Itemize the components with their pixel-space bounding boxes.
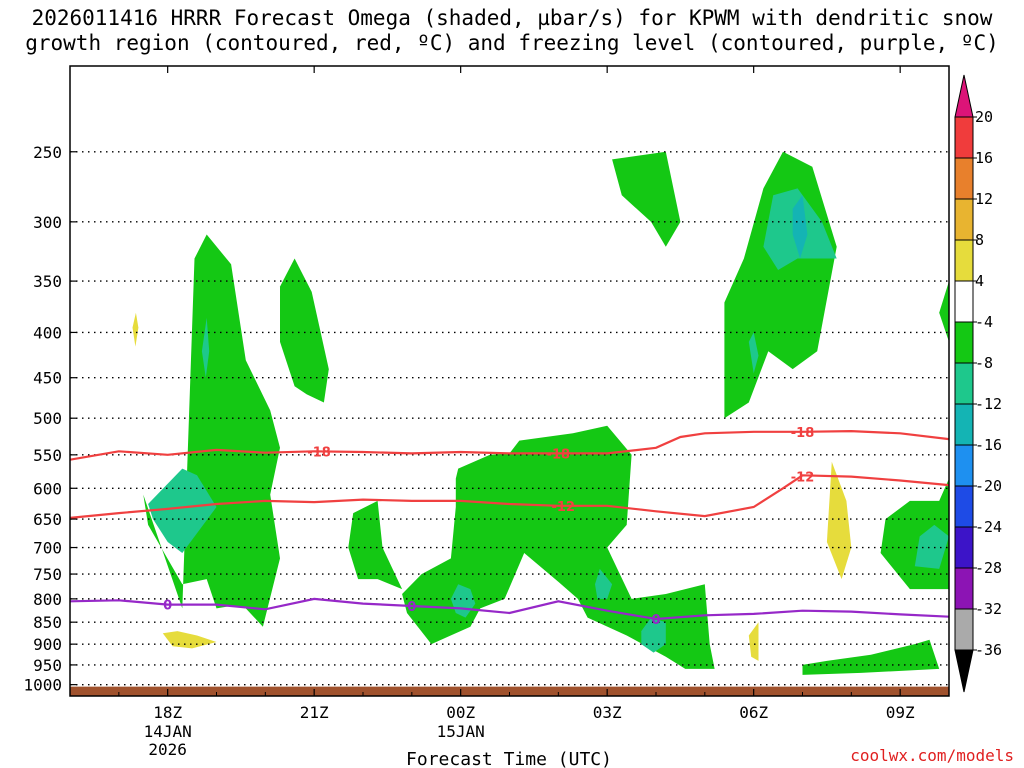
ground-fill (70, 686, 949, 696)
chart-title: 2026011416 HRRR Forecast Omega (shaded, … (0, 6, 1024, 56)
contour-label: 0 (163, 599, 172, 614)
x-tick-label: 06Z (739, 703, 768, 722)
colorbar-swatch (954, 116, 974, 159)
y-axis: 250 300 350 400 450 500 550 600 650 700 750 800 850 9… (23, 143, 77, 695)
colorbar-label: -4 (975, 313, 993, 331)
omega-region-neg8 (595, 568, 613, 599)
y-tick-label: 350 (33, 272, 62, 291)
omega-region-neg8 (914, 524, 949, 569)
omega-region-neg4 (143, 234, 280, 627)
contour-label: 0 (651, 613, 660, 628)
contour-line-0 (70, 597, 949, 621)
colorbar-swatch (954, 444, 974, 487)
colorbar-swatch (954, 362, 974, 405)
colorbar-label: -36 (975, 641, 1002, 659)
colorbar-swatch (954, 526, 974, 569)
x-tick-label: 21Z (300, 703, 329, 722)
x-axis-label: Forecast Time (UTC) (406, 749, 612, 768)
omega-region-neg4 (939, 281, 949, 342)
colorbar-label: 16 (975, 149, 993, 167)
omega-region-4 (739, 433, 881, 665)
x-tick-sublabel: 15JAN (437, 722, 485, 741)
omega-region-4 (519, 208, 537, 282)
omega-shading (118, 151, 949, 675)
colorbar-swatch (954, 485, 974, 528)
y-tick-label: 450 (33, 369, 62, 388)
title-line-2: growth region (contoured, red, ºC) and f… (25, 31, 999, 55)
y-tick-label: 700 (33, 539, 62, 558)
y-tick-label: 950 (33, 656, 62, 675)
y-tick-label: 300 (33, 213, 62, 232)
contour-label: -18 (307, 445, 331, 460)
colorbar-bottom-arrow (954, 649, 974, 693)
x-tick-label: 03Z (593, 703, 622, 722)
y-tick-label: 750 (33, 565, 62, 584)
colorbar-label: -20 (975, 477, 1002, 495)
contour-label: -18 (547, 447, 571, 462)
x-tick-sublabel: 14JAN (144, 722, 192, 741)
contour-label: -12 (551, 500, 575, 515)
x-tick-label: 18Z (153, 703, 182, 722)
colorbar-swatch (954, 403, 974, 446)
omega-region-neg8 (201, 317, 210, 378)
colorbar-swatch (954, 198, 974, 241)
omega-region-8 (826, 461, 852, 580)
y-tick-label: 1000 (23, 676, 62, 695)
y-tick-label: 500 (33, 409, 62, 428)
colorbar-label: -24 (975, 518, 1002, 536)
contour-label: -18 (791, 426, 815, 441)
omega-region-neg8 (148, 468, 217, 553)
contour-label: -12 (791, 471, 815, 486)
colorbar-label: 20 (975, 108, 993, 126)
colorbar-label: -12 (975, 395, 1002, 413)
omega-region-neg4 (724, 151, 837, 419)
omega-region-neg4 (612, 151, 681, 247)
colorbar-label: -8 (975, 354, 993, 372)
colorbar-swatch (954, 157, 974, 200)
omega-region-neg8 (748, 332, 759, 374)
y-tick-label: 600 (33, 479, 62, 498)
y-tick-label: 800 (33, 590, 62, 609)
title-line-1: 2026011416 HRRR Forecast Omega (shaded, … (31, 6, 993, 30)
colorbar-swatch-last (954, 608, 974, 651)
omega-region-4 (118, 228, 153, 548)
omega-region-neg12 (792, 195, 808, 259)
credit-text: coolwx.com/models (850, 746, 1014, 765)
colorbar-label: 4 (975, 272, 984, 290)
x-tick-sublabel: 2026 (148, 740, 187, 759)
omega-region-neg4 (348, 500, 403, 590)
omega-region-neg4 (280, 258, 329, 403)
contour-lines: -18 -18 -18 -12 -12 0 0 0 (70, 426, 949, 628)
omega-region-8 (132, 312, 139, 347)
contour-line-neg18 (70, 429, 949, 461)
pressure-gridlines (70, 151, 949, 686)
y-tick-label: 900 (33, 635, 62, 654)
colorbar-swatch (954, 321, 974, 364)
colorbar-swatch (954, 239, 974, 282)
x-tick-label: 00Z (446, 703, 475, 722)
colorbar-label: -16 (975, 436, 1002, 454)
y-tick-label: 550 (33, 446, 62, 465)
y-tick-label: 400 (33, 323, 62, 342)
y-tick-label: 850 (33, 613, 62, 632)
colorbar-label: 12 (975, 190, 993, 208)
colorbar-label: -32 (975, 600, 1002, 618)
colorbar-label: -28 (975, 559, 1002, 577)
omega-region-8 (748, 622, 759, 661)
colorbar-swatch (954, 567, 974, 610)
omega-region-neg4 (802, 639, 940, 675)
contour-label: 0 (407, 600, 416, 615)
y-tick-label: 650 (33, 510, 62, 529)
colorbar-top-arrow (954, 74, 974, 118)
y-tick-label: 250 (33, 143, 62, 162)
colorbar-label: 8 (975, 231, 984, 249)
colorbar-swatch (954, 280, 974, 323)
x-tick-label: 09Z (886, 703, 915, 722)
omega-region-neg4 (402, 425, 715, 669)
contour-line-neg12 (70, 474, 949, 519)
ground-layer (70, 686, 949, 696)
colorbar: 20 16 12 8 4 -4 -8 -12 -16 -20 -24 -28 -32 -36 (954, 74, 1002, 693)
